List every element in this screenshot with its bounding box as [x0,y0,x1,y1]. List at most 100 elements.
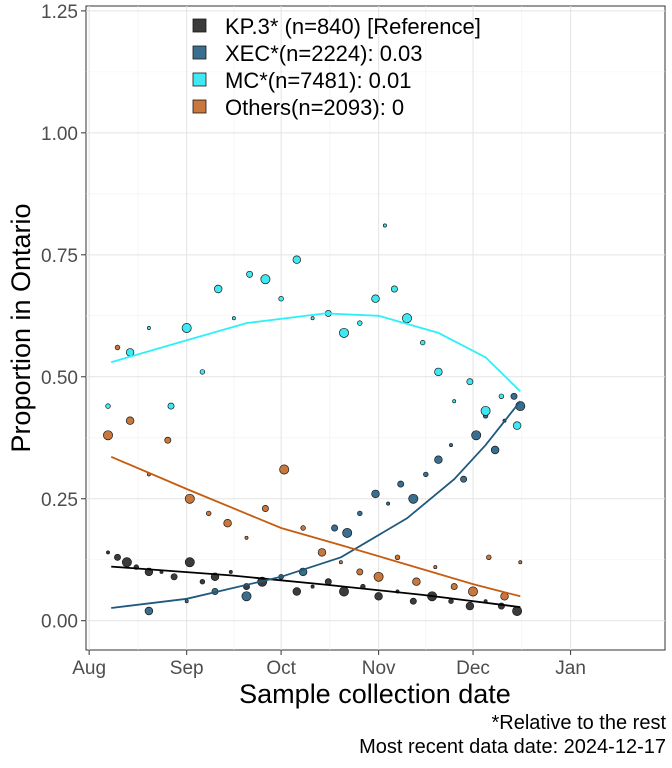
data-point [460,475,468,483]
data-point [452,399,457,404]
y-tick-label: 0.00 [41,612,78,633]
data-point [279,464,290,475]
data-point [184,599,189,604]
data-point [170,573,178,581]
legend-swatch [192,45,207,60]
data-point [433,565,438,570]
data-point [449,443,453,448]
data-point [466,378,474,386]
x-tick-label: Sep [170,658,204,679]
data-point [338,560,343,565]
trend-line [110,455,521,598]
data-point [241,591,252,602]
y-axis-title: Proportion in Ontario [6,203,36,452]
data-point [310,316,315,321]
data-point [373,571,384,582]
data-point [106,550,110,555]
data-point [468,586,478,597]
data-point [409,597,417,605]
data-point [184,557,195,568]
data-point [498,393,505,399]
data-point [465,601,475,611]
data-point [244,535,249,540]
x-tick-label: Aug [72,658,106,679]
data-point [292,587,301,596]
data-point [181,323,192,333]
data-point [184,493,195,504]
legend-label: Others(n=2093): 0 [225,95,404,120]
legend-swatch [192,99,207,114]
data-point [371,489,380,499]
data-point [357,510,363,517]
data-point [278,296,284,302]
data-point [300,525,306,531]
data-point [434,367,443,377]
data-point [408,493,419,504]
legend-label: MC*(n=7481): 0.01 [225,68,412,93]
data-point [199,579,206,585]
data-point [339,327,349,338]
data-point [223,519,232,528]
data-point [397,480,405,488]
x-tick-label: Jan [555,658,586,679]
data-point [103,430,113,441]
data-point [356,568,364,576]
data-point [205,510,212,517]
data-point [114,344,121,351]
data-point [310,584,315,589]
data-point [213,284,223,294]
data-point [518,560,523,565]
data-point [480,405,491,416]
data-point [260,274,271,285]
y-tick-label: 1.25 [41,2,78,23]
data-point [486,554,492,561]
data-point [317,548,327,557]
data-point [144,606,154,616]
data-point [146,326,151,330]
data-point [339,586,349,597]
data-point [448,598,454,604]
data-point [374,592,383,601]
x-tick-label: Dec [456,658,490,679]
y-tick-label: 0.50 [41,368,78,389]
footnote-recent-date: Most recent data date: 2024-12-17 [359,736,666,758]
legend-label: KP.3* (n=840) [Reference] [225,14,481,39]
x-axis-title: Sample collection date [239,679,511,709]
data-point [390,285,398,293]
trend-line [110,312,521,393]
data-point [512,606,523,616]
axes: 0.00 0.25 0.50 0.75 1.00 1.25 Aug Sep Oct Nov Dec J… [41,2,586,679]
data-point [357,320,363,326]
data-point [434,455,443,464]
legend-swatch [192,18,207,33]
data-point [121,557,132,568]
data-point [167,402,175,410]
footnote-relative: *Relative to the rest [491,712,666,734]
y-tick-label: 0.25 [41,490,78,511]
data-point [382,223,387,228]
data-point [490,445,500,455]
data-point [402,313,412,324]
data-point [199,369,206,375]
data-point [512,421,522,430]
y-tick-label: 0.75 [41,246,78,267]
data-point [510,392,518,400]
data-point [371,294,380,303]
data-point [228,569,233,574]
data-point [420,339,426,346]
data-point [292,255,301,264]
data-point [412,577,421,586]
data-point [105,403,111,409]
data-point [386,501,391,506]
data-point [450,583,458,591]
data-point [231,316,236,321]
data-point [261,505,269,512]
trend-line [111,400,522,609]
data-point [331,524,339,532]
y-tick-label: 1.00 [41,124,78,145]
legend: KP.3* (n=840) [Reference]XEC*(n=2224): 0… [192,14,481,120]
legend-label: XEC*(n=2224): 0.03 [225,41,423,66]
x-tick-label: Oct [266,658,296,679]
grid-lines [86,6,665,650]
